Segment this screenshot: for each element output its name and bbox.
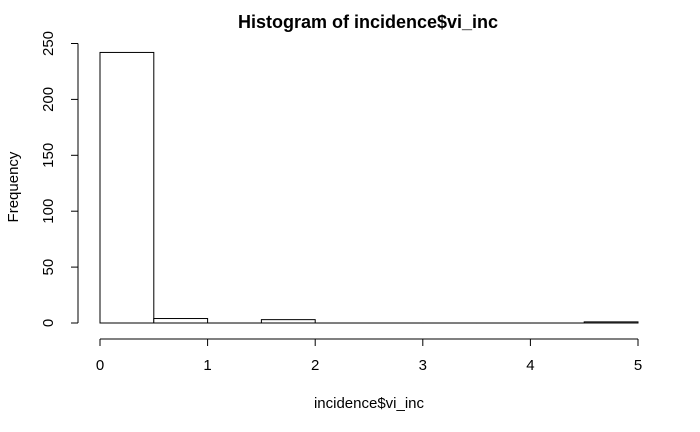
x-tick-label: 4 <box>526 357 534 374</box>
x-axis: 0 1 2 3 4 5 <box>96 338 642 374</box>
histogram-bars <box>99 51 639 324</box>
y-tick-label: 200 <box>40 87 57 112</box>
chart-title: Histogram of incidence$vi_inc <box>238 12 498 32</box>
histogram-bar <box>153 318 209 324</box>
x-tick-label: 5 <box>634 357 642 374</box>
y-tick-label: 50 <box>40 259 57 276</box>
y-tick-label: 250 <box>40 31 57 56</box>
y-axis: 0 50 100 150 200 250 <box>40 31 79 327</box>
y-tick-label: 100 <box>40 199 57 224</box>
histogram-bar <box>583 321 639 324</box>
x-tick-label: 0 <box>96 357 104 374</box>
x-tick-label: 3 <box>419 357 427 374</box>
histogram-bar <box>260 319 316 324</box>
y-tick-label: 150 <box>40 143 57 168</box>
y-tick-label: 0 <box>40 319 57 327</box>
x-axis-label: incidence$vi_inc <box>314 395 425 412</box>
histogram-bar <box>99 51 155 324</box>
y-axis-label: Frequency <box>5 151 22 222</box>
x-tick-label: 2 <box>311 357 319 374</box>
x-tick-label: 1 <box>203 357 211 374</box>
